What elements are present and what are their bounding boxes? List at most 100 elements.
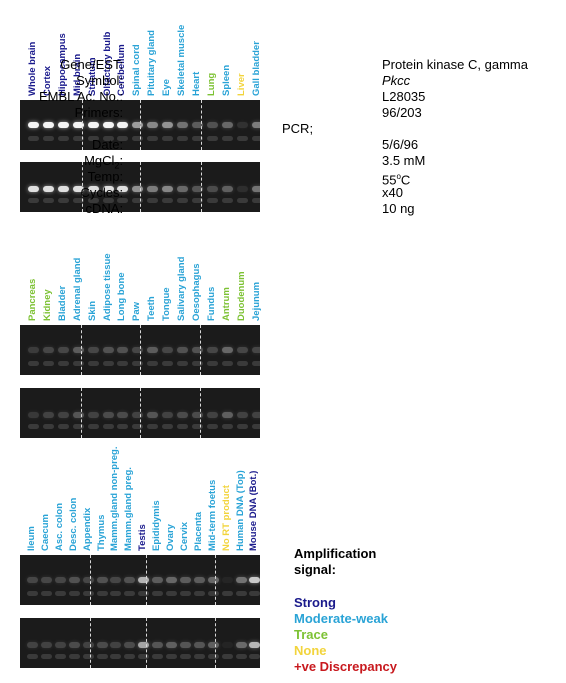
gel-smear bbox=[28, 198, 39, 203]
gel-smear bbox=[206, 198, 218, 203]
lane-label: Jejunum bbox=[250, 281, 262, 321]
gel-band bbox=[28, 122, 39, 128]
gel-band bbox=[152, 577, 164, 583]
gel-smear bbox=[72, 424, 84, 429]
gel-band bbox=[87, 122, 99, 128]
lane-label: Spleen bbox=[220, 64, 232, 96]
gel-band bbox=[177, 186, 188, 192]
lane-label: Human DNA (Top) bbox=[234, 470, 246, 551]
temp-value: 55oC bbox=[382, 172, 411, 188]
gel-band bbox=[162, 122, 174, 128]
gel-band bbox=[236, 347, 248, 353]
gel-band bbox=[102, 186, 114, 192]
gel-band bbox=[102, 347, 114, 353]
gel-smear bbox=[249, 654, 260, 659]
gel-band bbox=[235, 642, 247, 648]
gel-band bbox=[82, 642, 94, 648]
gel-band bbox=[193, 577, 205, 583]
lane-label: Skeletal muscle bbox=[176, 24, 187, 96]
lane-label: Liver bbox=[235, 73, 247, 96]
gel-band bbox=[206, 412, 218, 418]
lane-separator bbox=[140, 162, 142, 212]
gel-band bbox=[117, 347, 129, 353]
gel-band bbox=[207, 642, 219, 648]
gel-smear bbox=[152, 654, 164, 659]
gel-band bbox=[57, 347, 69, 353]
gel-smear bbox=[72, 136, 84, 141]
gel-band bbox=[236, 412, 248, 418]
gel-smear bbox=[87, 361, 99, 366]
lane-label: Salivary gland bbox=[176, 256, 187, 321]
gel-smear bbox=[102, 424, 114, 429]
gel-band bbox=[27, 577, 38, 583]
gel-band bbox=[57, 186, 69, 192]
lane-label: Spinal cord bbox=[131, 44, 143, 96]
gel-smear bbox=[249, 591, 260, 596]
legend-title-line2: signal: bbox=[294, 562, 336, 577]
gel-band bbox=[147, 186, 159, 192]
lane-label: Ileum bbox=[26, 526, 37, 551]
gel-smear bbox=[42, 198, 54, 203]
gel-smear bbox=[110, 591, 122, 596]
lane-label: Appendix bbox=[81, 507, 93, 551]
gel-smear bbox=[236, 198, 248, 203]
gel-band bbox=[57, 122, 69, 128]
gel-smear bbox=[221, 136, 233, 141]
gel-smear bbox=[147, 198, 159, 203]
lane-label: Kidney bbox=[41, 289, 53, 321]
gel-smear bbox=[207, 591, 219, 596]
gel-smear bbox=[117, 198, 129, 203]
gel-band bbox=[221, 347, 233, 353]
legend-item-trace: Trace bbox=[294, 627, 328, 642]
gel-smear bbox=[251, 361, 260, 366]
gel-smear bbox=[102, 198, 114, 203]
primers-value: 96/203 bbox=[382, 105, 422, 120]
gel-smear bbox=[82, 654, 94, 659]
lane-separator bbox=[80, 325, 82, 375]
gel-smear bbox=[28, 136, 39, 141]
gel-image-2-top bbox=[20, 325, 260, 375]
gel-band bbox=[152, 642, 164, 648]
gel-smear bbox=[138, 591, 150, 596]
temp-key: Temp: bbox=[87, 169, 124, 184]
gel-smear bbox=[117, 136, 129, 141]
gel-band bbox=[147, 347, 159, 353]
cycles-key: Cycles: bbox=[80, 185, 124, 200]
lane-label: Heart bbox=[190, 71, 202, 96]
lane-label: Epididymis bbox=[151, 500, 163, 551]
lane-label: Mamm.gland preg. bbox=[123, 467, 135, 551]
gel-smear bbox=[221, 361, 233, 366]
lane-separator bbox=[200, 162, 202, 212]
gel-band bbox=[221, 577, 233, 583]
pcr-info: Gene/EST: Protein kinase C, gamma Symbol:… bbox=[39, 57, 528, 217]
gel-band bbox=[117, 122, 129, 128]
gel-band bbox=[147, 412, 159, 418]
lane-label: Oesophagus bbox=[190, 263, 202, 321]
gel-band bbox=[251, 186, 260, 192]
gel-smear bbox=[177, 361, 188, 366]
gel-band bbox=[179, 577, 191, 583]
gel-band bbox=[82, 577, 94, 583]
gel-smear bbox=[96, 654, 108, 659]
gel-smear bbox=[57, 424, 69, 429]
gel-smear bbox=[87, 136, 99, 141]
gel-band bbox=[87, 186, 99, 192]
gel-band bbox=[221, 186, 233, 192]
lane-labels-3: Ileum Caecum Asc. colon Desc. colon Appendix… bbox=[20, 415, 260, 555]
gel-smear bbox=[42, 424, 54, 429]
legend-item-none: None bbox=[294, 643, 327, 658]
lane-separator bbox=[81, 100, 83, 150]
lane-label: Tongue bbox=[161, 287, 173, 321]
gel-band bbox=[206, 122, 218, 128]
lane-label: Eye bbox=[161, 79, 173, 96]
lane-separator bbox=[200, 100, 202, 150]
gel-smear bbox=[251, 136, 260, 141]
cdna-value: 10 ng bbox=[382, 201, 415, 216]
lane-label: Teeth bbox=[146, 296, 158, 321]
lane-separator bbox=[139, 388, 141, 438]
lane-label: Pituitary gland bbox=[146, 30, 158, 96]
gel-band bbox=[72, 347, 84, 353]
lane-label: No RT product bbox=[220, 485, 232, 551]
gel-band bbox=[96, 642, 108, 648]
gel-smear bbox=[177, 198, 188, 203]
